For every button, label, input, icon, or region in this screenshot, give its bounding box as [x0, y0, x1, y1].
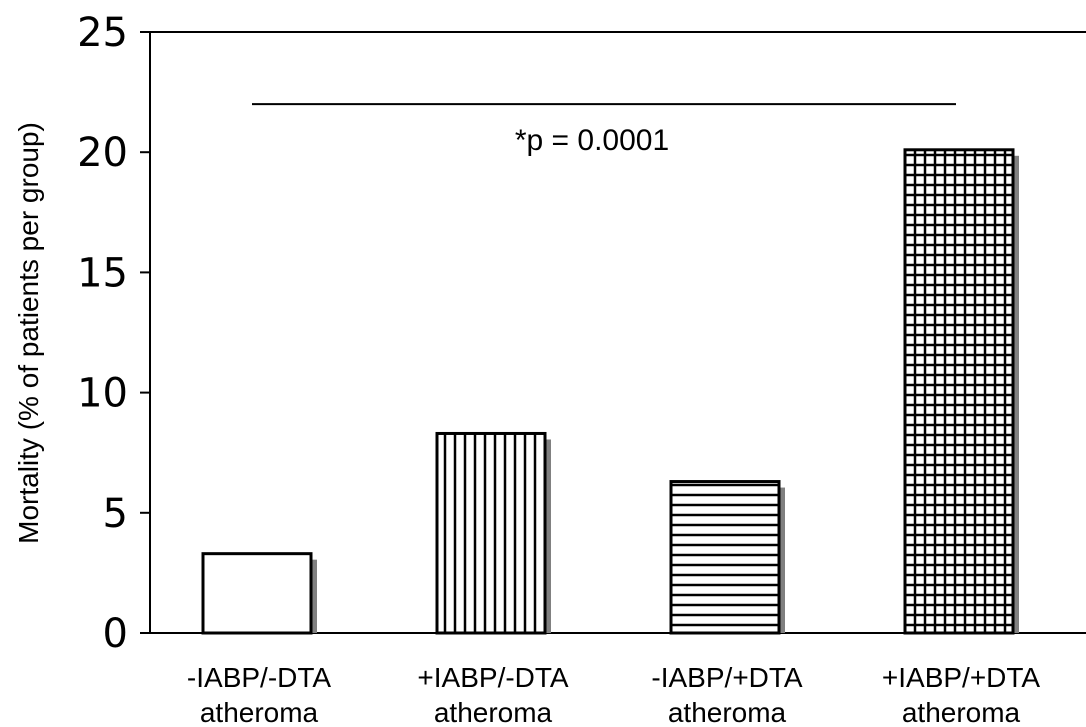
x-category-label: atheroma	[200, 697, 319, 727]
bar-4	[903, 148, 1015, 635]
bars	[201, 148, 1019, 635]
y-tick-label: 0	[103, 611, 128, 657]
x-category-label: -IABP/+DTA	[651, 662, 803, 693]
x-category-label: +IABP/-DTA	[417, 662, 569, 693]
y-tick-label: 25	[77, 10, 128, 56]
x-category-label: +IABP/+DTA	[882, 662, 1041, 693]
x-category-label: atheroma	[668, 697, 787, 727]
x-axis-labels: -IABP/-DTA atheroma +IABP/-DTA atheroma -IAB…	[187, 662, 1041, 727]
bar-2	[435, 431, 547, 635]
x-category-label: atheroma	[902, 697, 1021, 727]
y-tick-label: 20	[77, 130, 128, 176]
y-tick-label: 5	[103, 491, 128, 537]
significance-annotation: *p = 0.0001	[515, 124, 669, 157]
y-axis-title: Mortality (% of patients per group)	[13, 122, 44, 544]
x-category-label: atheroma	[434, 697, 553, 727]
y-axis-ticks: 0 5 10 15 20 25	[77, 10, 150, 657]
x-category-label: -IABP/-DTA	[187, 662, 331, 693]
bar-3	[669, 480, 781, 635]
y-tick-label: 15	[77, 250, 128, 296]
y-tick-label: 10	[77, 371, 128, 417]
bar-1	[201, 552, 313, 635]
